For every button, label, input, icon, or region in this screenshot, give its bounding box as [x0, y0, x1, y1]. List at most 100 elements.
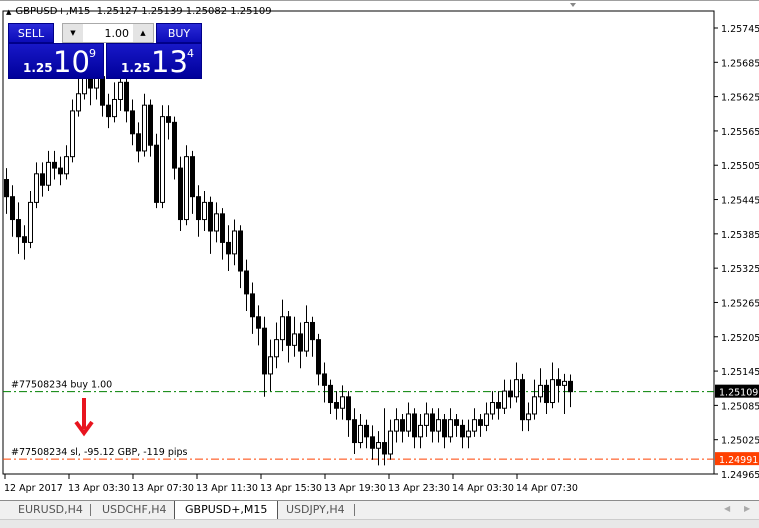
stop-loss-label: #77508234 sl, -95.12 GBP, -119 pips	[11, 447, 188, 458]
candle-body	[106, 104, 111, 118]
chart-scroll-marker-icon	[570, 3, 576, 7]
symbol-label: GBPUSD+,M15	[15, 6, 91, 17]
buy-quote[interactable]: 1.25 13 4	[106, 43, 202, 79]
candle-body	[502, 390, 507, 409]
x-tick-label: 13 Apr 15:30	[260, 483, 322, 494]
candle-body	[238, 230, 243, 272]
candle-body	[196, 196, 201, 221]
candle-body	[226, 241, 231, 255]
buy-button[interactable]: BUY	[156, 23, 202, 43]
candle-body	[214, 213, 219, 232]
candle-body	[136, 133, 141, 152]
increase-volume-button[interactable]: ▲	[133, 24, 153, 42]
tab-gbpusd-m15[interactable]: GBPUSD+,M15	[174, 501, 279, 521]
scroll-right-icon[interactable]: ▶	[744, 504, 751, 513]
price-chart[interactable]: 1.257451.256851.256251.255651.255051.254…	[0, 1, 759, 501]
candle-body	[412, 413, 417, 438]
y-tick-label: 1.25085	[721, 401, 759, 412]
candle-body	[70, 110, 75, 158]
triangle-up-icon[interactable]: ▲	[6, 8, 12, 16]
candle-body	[382, 442, 387, 455]
buy-price-prefix: 1.25	[121, 61, 151, 75]
candle-body	[322, 373, 327, 386]
candle-body	[100, 76, 105, 106]
candle-body	[562, 380, 567, 386]
candle-body	[262, 327, 267, 375]
sell-price-prefix: 1.25	[23, 61, 53, 75]
decrease-volume-button[interactable]: ▼	[63, 24, 83, 42]
x-tick-label: 13 Apr 23:30	[388, 483, 450, 494]
sell-price-big: 10	[53, 45, 90, 79]
candle-body	[388, 430, 393, 455]
x-tick-label: 14 Apr 07:30	[516, 483, 578, 494]
candle-body	[298, 333, 303, 352]
candle-body	[520, 379, 525, 421]
y-tick-label: 1.25265	[721, 298, 759, 309]
candle-body	[46, 161, 51, 186]
candle-body	[406, 413, 411, 432]
candle-body	[418, 424, 423, 438]
candle-body	[286, 316, 291, 346]
candle-body	[544, 384, 549, 404]
candle-body	[316, 339, 321, 375]
chart-window[interactable]: 1.25745 1.25685 1.25625 1.25565 1.25505 1.254…	[0, 0, 759, 501]
candle-body	[16, 219, 21, 238]
candle-body	[10, 196, 15, 221]
buy-order-label: #77508234 buy 1.00	[11, 380, 112, 391]
y-tick-label: 1.25025	[721, 436, 759, 447]
candle-body	[514, 379, 519, 398]
chart-tabs: EURUSD,H4 USDCHF,H4 GBPUSD+,M15 USDJPY,H…	[0, 500, 759, 521]
candle-body	[508, 390, 513, 398]
candle-body	[334, 402, 339, 409]
candle-body	[208, 201, 213, 232]
scroll-left-icon[interactable]: ◀	[724, 504, 731, 513]
candle-body	[118, 81, 123, 100]
candles	[4, 59, 573, 466]
y-tick-label: 1.25325	[721, 264, 759, 275]
candle-body	[556, 379, 561, 386]
x-tick-label: 12 Apr 2017	[4, 483, 63, 494]
sell-button[interactable]: SELL	[8, 23, 54, 43]
tab-eurusd-h4[interactable]: EURUSD,H4	[18, 503, 83, 516]
y-tick-label: 1.25625	[721, 93, 759, 104]
y-tick-label: 1.24965	[721, 470, 759, 481]
sell-quote[interactable]: 1.25 10 9	[8, 43, 104, 79]
volume-input[interactable]	[83, 24, 133, 42]
candle-body	[364, 424, 369, 438]
x-tick-label: 13 Apr 07:30	[132, 483, 194, 494]
candle-body	[304, 321, 309, 352]
candle-body	[232, 230, 237, 255]
candle-body	[28, 201, 33, 243]
sl-price-marker	[715, 452, 759, 466]
candle-body	[154, 144, 159, 203]
y-tick-label: 1.25745	[721, 24, 759, 35]
candle-body	[436, 419, 441, 432]
y-tick-label: 1.25205	[721, 333, 759, 344]
tab-usdchf-h4[interactable]: USDCHF,H4	[102, 503, 167, 516]
candle-body	[52, 161, 57, 169]
candle-body	[484, 413, 489, 426]
candle-body	[448, 419, 453, 438]
candle-body	[190, 156, 195, 198]
candle-body	[160, 116, 165, 203]
x-tick-label: 13 Apr 03:30	[68, 483, 130, 494]
buy-price-big: 13	[151, 45, 188, 79]
candle-body	[292, 333, 297, 346]
volume-stepper[interactable]: ▼ ▲	[62, 23, 154, 43]
bid-price-marker	[715, 384, 759, 398]
candle-body	[220, 213, 225, 243]
candle-body	[478, 419, 483, 426]
x-tick-label: 13 Apr 19:30	[324, 483, 386, 494]
candle-body	[526, 413, 531, 421]
candle-body	[166, 116, 171, 123]
sell-price-point: 9	[89, 47, 96, 60]
candle-body	[82, 76, 87, 95]
candle-body	[256, 316, 261, 329]
tab-usdjpy-h4[interactable]: USDJPY,H4	[286, 503, 345, 516]
tab-separator	[90, 504, 91, 516]
candle-body	[268, 356, 273, 375]
candle-body	[130, 110, 135, 135]
candle-body	[430, 413, 435, 432]
y-tick-label: 1.25565	[721, 127, 759, 138]
